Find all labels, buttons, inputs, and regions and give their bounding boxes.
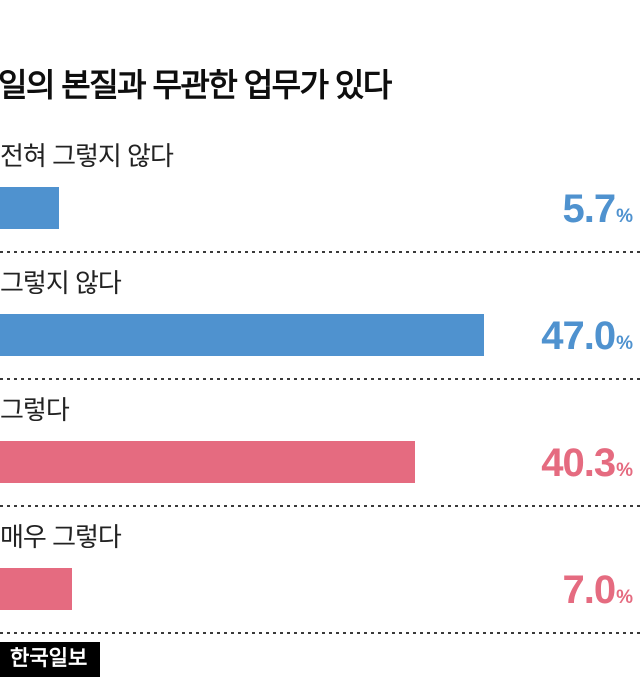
percent-sign: %: [616, 205, 633, 227]
dashed-separator: [0, 505, 640, 507]
percent-sign: %: [616, 586, 633, 608]
value-number: 47.0: [541, 313, 616, 358]
chart-title: 일의 본질과 무관한 업무가 있다: [0, 67, 392, 103]
bar: [0, 187, 59, 229]
value-label: 7.0%: [562, 567, 633, 612]
chart-rows: 전혀 그렇지 않다 5.7% 그렇지 않다 47.0% 그렇다 40.3% 매우 그렇다 7.…: [0, 140, 640, 648]
category-label: 매우 그렇다: [0, 522, 122, 552]
dashed-separator: [0, 251, 640, 253]
chart-row: 그렇다 40.3%: [0, 394, 640, 507]
value-label: 47.0%: [541, 313, 633, 358]
bar: [0, 441, 415, 483]
bar-track: 47.0%: [0, 314, 640, 356]
bar-track: 40.3%: [0, 441, 640, 483]
value-number: 7.0: [562, 567, 616, 612]
value-number: 5.7: [562, 186, 616, 231]
dashed-separator: [0, 378, 640, 380]
value-label: 40.3%: [541, 440, 633, 485]
percent-sign: %: [616, 332, 633, 354]
category-label: 그렇다: [0, 395, 70, 425]
percent-sign: %: [616, 459, 633, 481]
dashed-separator: [0, 632, 640, 634]
category-label: 그렇지 않다: [0, 268, 122, 298]
chart-row: 매우 그렇다 7.0%: [0, 521, 640, 634]
bar-track: 5.7%: [0, 187, 640, 229]
value-number: 40.3: [541, 440, 616, 485]
bar-track: 7.0%: [0, 568, 640, 610]
bar: [0, 314, 484, 356]
value-label: 5.7%: [562, 186, 633, 231]
bar: [0, 568, 72, 610]
chart-row: 그렇지 않다 47.0%: [0, 267, 640, 380]
category-label: 전혀 그렇지 않다: [0, 141, 174, 171]
chart-row: 전혀 그렇지 않다 5.7%: [0, 140, 640, 253]
publisher-logo: 한국일보: [0, 642, 101, 677]
